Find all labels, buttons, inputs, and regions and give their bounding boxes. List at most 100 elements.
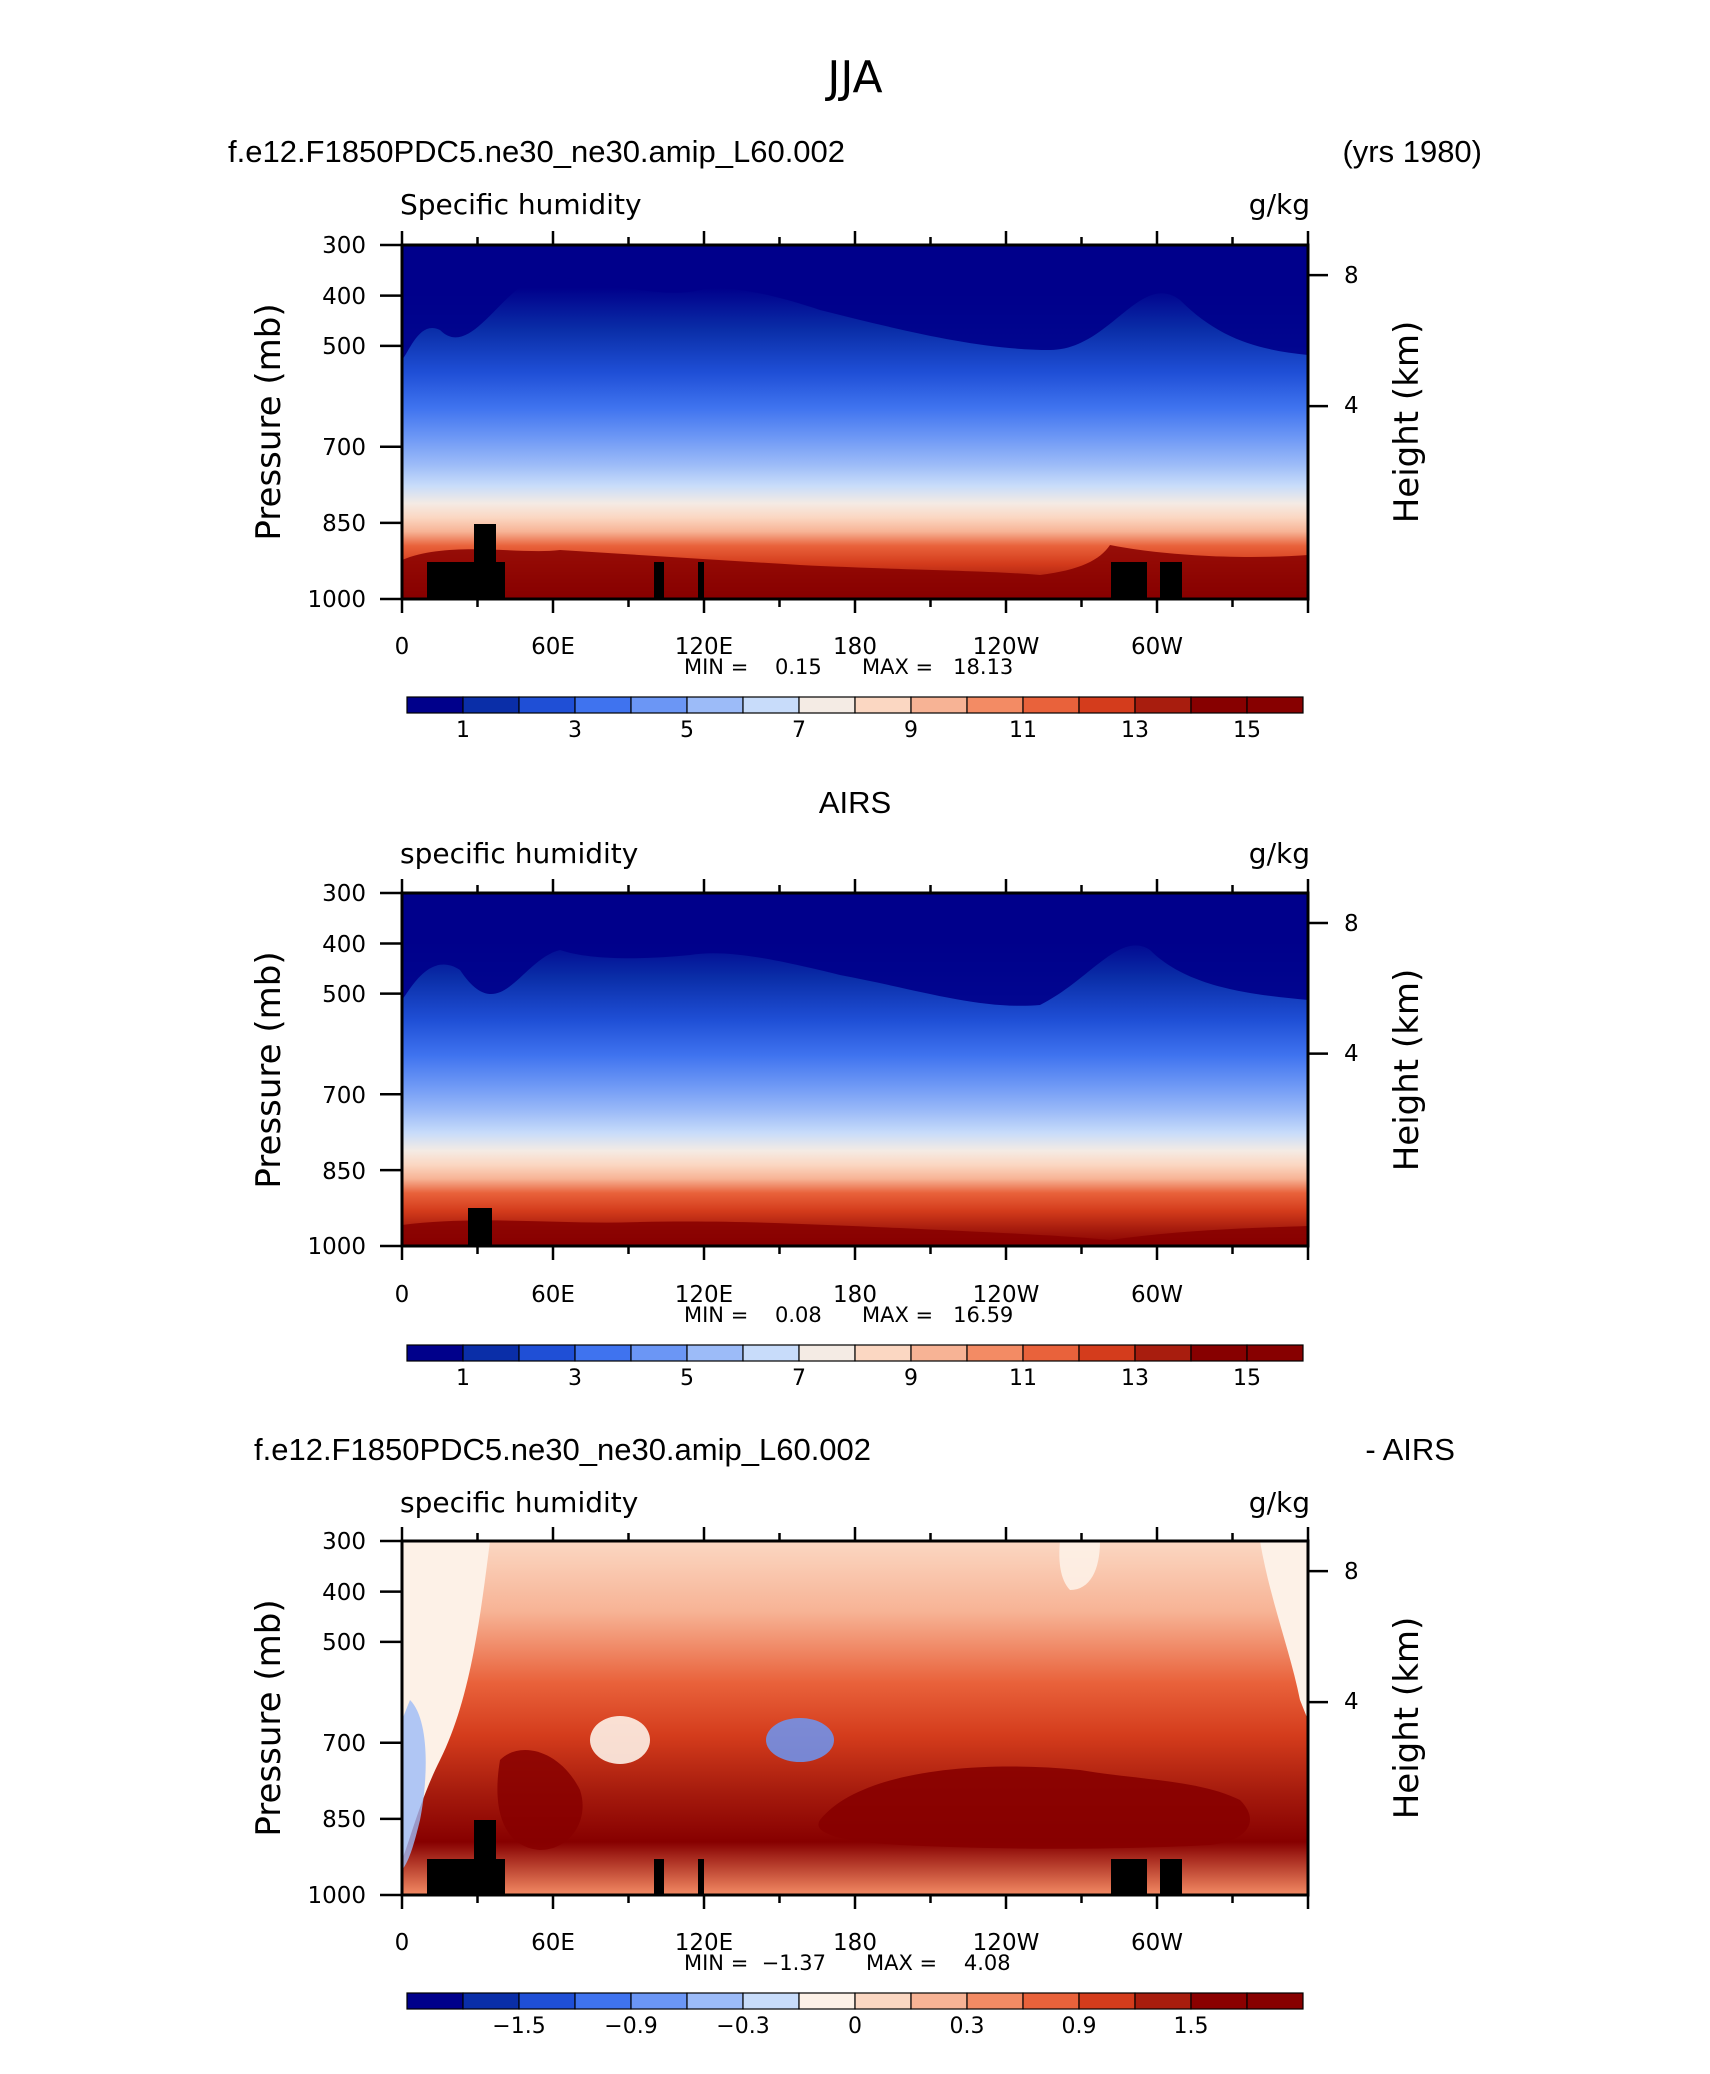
panel-obs-ylabel-right: Height (km) — [1387, 969, 1427, 1172]
colorbar-swatch — [686, 1344, 744, 1362]
colorbar-swatch — [1022, 696, 1080, 714]
topo-block — [474, 1820, 496, 1859]
panel-diff-max: MAX = 4.08 — [866, 1951, 1011, 1975]
colorbar-label: −0.9 — [604, 2014, 657, 2039]
colorbar-label: 7 — [792, 1366, 806, 1391]
x-tick-label: 180 — [833, 1930, 877, 1956]
colorbar-swatch — [742, 696, 800, 714]
panel-obs-title: specific humidity — [400, 837, 638, 870]
colorbar-label: 13 — [1121, 718, 1149, 743]
x-tick-label: 120E — [675, 1930, 733, 1956]
panel-obs-xaxis: 0 60E 120E 180 120W 60W — [395, 1282, 1183, 1308]
panel-model-topography — [427, 524, 1182, 599]
panel-diff-contour-max — [818, 1766, 1250, 1849]
colorbar-swatch — [462, 1992, 520, 2010]
panel-model-yaxis-right: 8 4 — [1344, 263, 1359, 419]
axis-ticks — [380, 231, 1328, 1909]
panel-diff-contour-weak-ring — [590, 1716, 650, 1764]
colorbar-swatch — [1190, 696, 1248, 714]
panel-model-plot — [400, 243, 1310, 601]
topo-block — [698, 562, 704, 599]
topo-block — [654, 1859, 664, 1895]
panel-diff-contour-weak-center — [1059, 1541, 1100, 1590]
panel-diff-contour-negative-west — [402, 1700, 426, 1870]
colorbar-label: 1.5 — [1174, 2014, 1209, 2039]
colorbar-swatch — [1246, 696, 1304, 714]
panel-obs-colorbar: 1 3 5 7 9 11 13 15 — [406, 1344, 1304, 1391]
y-right-tick-label: 8 — [1344, 263, 1359, 289]
colorbar-swatch — [742, 1344, 800, 1362]
colorbar-swatch — [406, 1344, 464, 1362]
colorbar-swatch — [518, 696, 576, 714]
panel-obs-plot — [400, 891, 1310, 1248]
colorbar-swatch — [910, 696, 968, 714]
x-tick-label: 60W — [1131, 1282, 1183, 1308]
y-tick-label: 700 — [322, 435, 366, 461]
colorbar-swatch — [798, 696, 856, 714]
y-tick-label: 400 — [322, 1580, 366, 1606]
colorbar-swatch — [798, 1992, 856, 2010]
colorbar-swatch — [966, 1344, 1024, 1362]
colorbar-swatch — [742, 1992, 800, 2010]
y-tick-label: 400 — [322, 932, 366, 958]
colorbar-swatch — [1190, 1992, 1248, 2010]
colorbar-label: 1 — [456, 718, 470, 743]
colorbar-swatch — [966, 1992, 1024, 2010]
panel-diff-xaxis: 0 60E 120E 180 120W 60W — [395, 1930, 1183, 1956]
colorbar-label: 11 — [1009, 1366, 1037, 1391]
panel-diff-plot — [400, 1539, 1310, 1897]
colorbar-label: −1.5 — [492, 2014, 545, 2039]
colorbar-swatch — [630, 1992, 688, 2010]
y-tick-label: 1000 — [307, 1234, 366, 1260]
colorbar-swatch — [1078, 696, 1136, 714]
colorbar-swatch — [406, 1992, 464, 2010]
x-tick-label: 60W — [1131, 634, 1183, 660]
colorbar-swatch — [462, 696, 520, 714]
x-tick-label: 0 — [395, 1930, 410, 1956]
colorbar-swatch — [854, 1992, 912, 2010]
colorbar-swatch — [1134, 696, 1192, 714]
y-tick-label: 300 — [322, 233, 366, 259]
colorbar-swatch — [1134, 1992, 1192, 2010]
colorbar-swatch — [966, 696, 1024, 714]
colorbar-label: −0.3 — [716, 2014, 769, 2039]
y-tick-label: 300 — [322, 1529, 366, 1555]
colorbar-swatch — [1078, 1344, 1136, 1362]
colorbar-swatch — [686, 696, 744, 714]
panel-obs-yaxis-right: 8 4 — [1344, 911, 1359, 1067]
panel-model-colorbar: 1 3 5 7 9 11 13 15 — [406, 696, 1304, 743]
panel-obs: AIRS specific humidity g/kg 300 400 500 … — [249, 785, 1427, 1391]
panel-model-xaxis: 0 60E 120E 180 120W 60W — [395, 634, 1183, 660]
panel-obs-contour-dry — [402, 893, 1308, 1006]
colorbar-swatch — [1246, 1344, 1304, 1362]
topo-block — [427, 1859, 505, 1895]
panel-diff-header-left: f.e12.F1850PDC5.ne30_ne30.amip_L60.002 — [254, 1432, 871, 1467]
colorbar-swatch — [1078, 1992, 1136, 2010]
panel-obs-units: g/kg — [1249, 837, 1310, 870]
x-tick-label: 120W — [973, 634, 1040, 660]
colorbar-label: 5 — [680, 1366, 694, 1391]
topo-block — [474, 524, 496, 562]
panel-model-max: MAX = 18.13 — [862, 655, 1013, 679]
colorbar-label: 5 — [680, 718, 694, 743]
colorbar-swatch — [1190, 1344, 1248, 1362]
y-tick-label: 1000 — [307, 1883, 366, 1909]
colorbar-swatch — [574, 1992, 632, 2010]
panel-model-ylabel-right: Height (km) — [1387, 321, 1427, 524]
x-tick-label: 120E — [675, 634, 733, 660]
colorbar-swatch — [574, 696, 632, 714]
y-tick-label: 850 — [322, 1807, 366, 1833]
colorbar-label: 3 — [568, 1366, 582, 1391]
panel-diff-contour-negative-center — [766, 1718, 834, 1762]
panel-diff-yaxis: 300 400 500 700 850 1000 — [307, 1529, 366, 1909]
y-tick-label: 850 — [322, 1159, 366, 1185]
panel-diff-ylabel: Pressure (mb) — [249, 1599, 289, 1836]
colorbar-swatch — [630, 696, 688, 714]
colorbar-swatch — [1022, 1992, 1080, 2010]
colorbar-label: 0.9 — [1062, 2014, 1097, 2039]
panel-model-header-right: (yrs 1980) — [1342, 134, 1482, 169]
colorbar-swatch — [854, 696, 912, 714]
colorbar-swatch — [1246, 1992, 1304, 2010]
x-tick-label: 60E — [531, 1282, 575, 1308]
